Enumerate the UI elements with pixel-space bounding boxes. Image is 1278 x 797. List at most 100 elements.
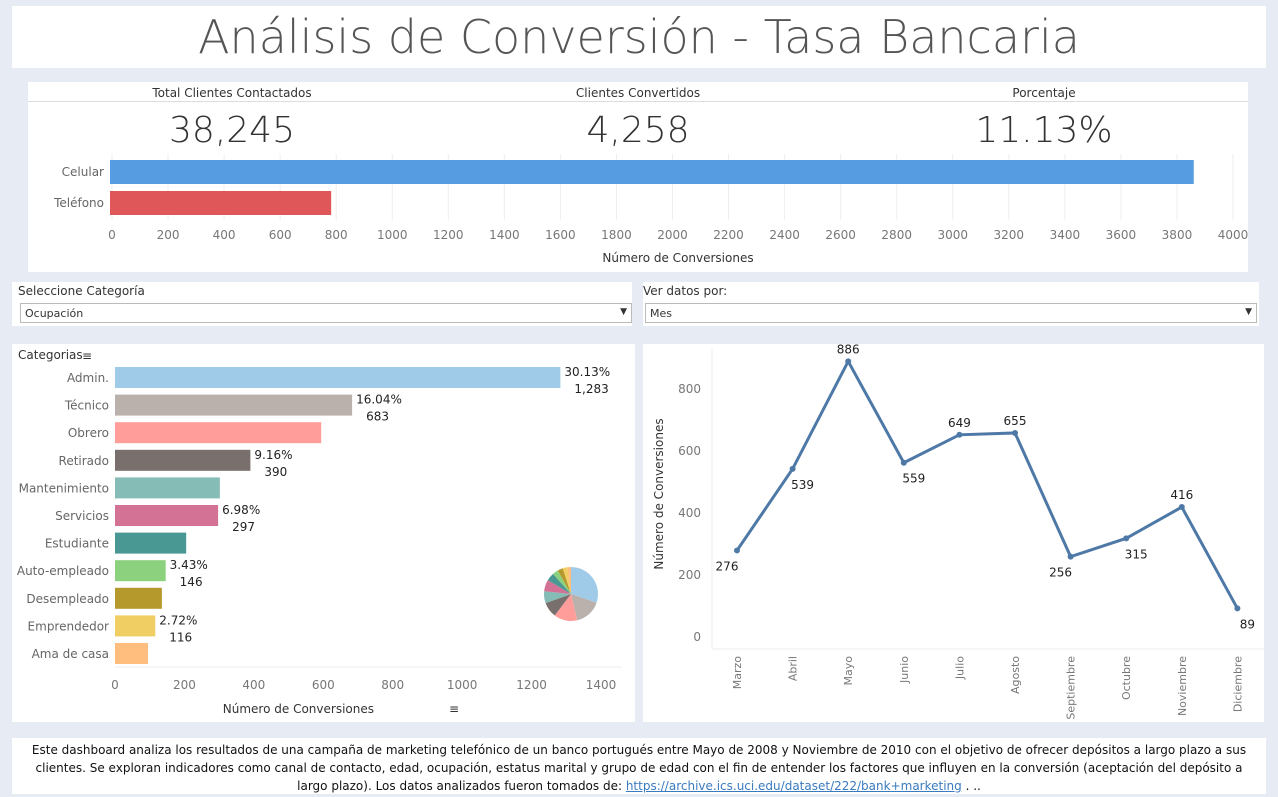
x-tick-label: 1800 xyxy=(601,228,632,242)
x-tick-label: 1400 xyxy=(586,678,617,692)
data-label: 315 xyxy=(1125,547,1148,561)
data-point xyxy=(1012,429,1018,436)
pie-slice xyxy=(571,567,598,603)
x-tick-label: Octubre xyxy=(1120,656,1133,700)
x-tick-label: 2200 xyxy=(713,228,744,242)
x-tick-label: 200 xyxy=(173,678,196,692)
x-tick-label: 1600 xyxy=(545,228,576,242)
value-label: 297 xyxy=(232,520,255,534)
data-point xyxy=(1123,535,1130,542)
y-tick-label: 200 xyxy=(678,568,701,582)
x-tick-label: Septiembre xyxy=(1065,656,1078,720)
channel-bar xyxy=(110,191,332,215)
x-tick-label: 1000 xyxy=(447,678,478,692)
category-select-value: Ocupación xyxy=(25,307,84,320)
kpi-label-percentage: Porcentaje xyxy=(1012,86,1076,100)
x-tick-label: 0 xyxy=(111,678,119,692)
x-tick-label: 2000 xyxy=(657,228,688,242)
x-tick-label: Noviembre xyxy=(1176,656,1189,716)
x-tick-label: 600 xyxy=(269,228,292,242)
value-label: 683 xyxy=(366,410,389,424)
x-tick-label: 3400 xyxy=(1050,228,1081,242)
description-footer: Este dashboard analiza los resultados de… xyxy=(12,738,1266,794)
kpi-value-percentage: 11.13% xyxy=(975,110,1113,151)
pct-label: 16.04% xyxy=(356,393,402,407)
pie-slice xyxy=(571,594,597,621)
pie-slice xyxy=(554,594,578,621)
category-bar xyxy=(115,532,187,554)
pie-slice xyxy=(544,591,571,604)
x-tick-label: Diciembre xyxy=(1231,656,1244,712)
data-label: 655 xyxy=(1004,414,1027,428)
category-panel: Categorias ≡ 0 200 400 600 800 1000 1200 1400 Admi… xyxy=(12,344,635,722)
x-tick-label: 0 xyxy=(108,228,116,242)
x-tick-label: 3200 xyxy=(994,228,1025,242)
x-tick-label: 4000 xyxy=(1218,228,1248,242)
data-label: 89 xyxy=(1240,617,1255,631)
dataset-link[interactable]: https://archive.ics.uci.edu/dataset/222/… xyxy=(625,779,962,793)
category-bar-chart: Categorias ≡0 200 400 600 800 1000 1200 1400Admi… xyxy=(17,348,622,716)
pie-slice xyxy=(557,568,571,594)
x-tick-label: Julio xyxy=(953,656,966,680)
data-label: 649 xyxy=(948,416,971,430)
x-tick-label: 2800 xyxy=(881,228,912,242)
category-bar xyxy=(115,643,148,664)
category-bar xyxy=(115,449,251,471)
data-point xyxy=(734,547,740,554)
x-tick-label: Agosto xyxy=(1009,656,1022,694)
category-label: Retirado xyxy=(59,454,109,468)
data-label: 276 xyxy=(716,559,739,573)
pct-label: 2.72% xyxy=(159,613,197,627)
y-tick-label: 600 xyxy=(678,444,701,458)
y-axis-title: Número de Conversiones xyxy=(652,418,666,569)
view-filter-panel: Ver datos por: Mes ▼ xyxy=(643,282,1259,326)
x-tick-label: 800 xyxy=(381,678,404,692)
chevron-down-icon: ▼ xyxy=(620,307,627,317)
x-tick-label: 1200 xyxy=(433,228,464,242)
value-label: 116 xyxy=(169,630,192,644)
kpi-panel: Total Clientes Contactados 38,245 Client… xyxy=(28,82,1248,272)
category-filter-label: Seleccione Categoría xyxy=(18,284,145,298)
kpi-label-converted: Clientes Convertidos xyxy=(575,86,701,100)
category-bar xyxy=(115,422,322,444)
x-tick-label: 2400 xyxy=(769,228,800,242)
x-tick-label: 3000 xyxy=(937,228,968,242)
category-bar xyxy=(115,394,353,416)
x-tick-label: 1200 xyxy=(516,678,547,692)
data-label: 559 xyxy=(902,472,925,486)
category-select[interactable]: Ocupación ▼ xyxy=(20,303,632,323)
x-tick-label: 3600 xyxy=(1106,228,1137,242)
category-bar xyxy=(115,505,219,526)
pie-slice xyxy=(567,567,571,594)
category-label: Mantenimiento xyxy=(19,481,109,495)
x-tick-label: 800 xyxy=(325,228,348,242)
category-label: Desempleado xyxy=(26,592,109,606)
value-label: 390 xyxy=(264,465,287,479)
kpi-value-total: 38,245 xyxy=(169,110,295,151)
x-tick-label: 200 xyxy=(157,228,180,242)
kpi-value-converted: 4,258 xyxy=(586,110,690,151)
channel-bar-chart: 0 200 400 600 800 1000 1200 1400 1600 1800 2000 220… xyxy=(53,154,1248,265)
pct-label: 9.16% xyxy=(254,448,292,462)
kpi-label-total: Total Clientes Contactados xyxy=(152,86,312,100)
pie-slice xyxy=(545,594,571,616)
month-line-chart: 0 200 400 600 800 Número de Conversiones 276 Ma… xyxy=(652,342,1265,720)
channel-label: Teléfono xyxy=(53,196,104,210)
data-label: 256 xyxy=(1049,566,1072,580)
data-label: 416 xyxy=(1170,488,1193,502)
category-filter-panel: Seleccione Categoría Ocupación ▼ xyxy=(12,282,632,326)
pie-slice xyxy=(553,570,571,594)
chevron-down-icon: ▼ xyxy=(1245,307,1252,317)
pct-label: 6.98% xyxy=(222,503,260,517)
category-bar xyxy=(115,587,162,609)
x-tick-label: 1000 xyxy=(377,228,408,242)
x-tick-label: 1400 xyxy=(489,228,520,242)
footer-suffix: . .. xyxy=(961,779,981,793)
view-filter-label: Ver datos por: xyxy=(643,284,728,298)
view-select[interactable]: Mes ▼ xyxy=(645,303,1257,323)
y-tick-label: 800 xyxy=(678,382,701,396)
month-panel: 0 200 400 600 800 Número de Conversiones 276 Ma… xyxy=(643,342,1265,722)
pie-slice xyxy=(547,573,571,594)
view-select-value: Mes xyxy=(650,307,672,320)
x-tick-label: Marzo xyxy=(731,656,744,690)
